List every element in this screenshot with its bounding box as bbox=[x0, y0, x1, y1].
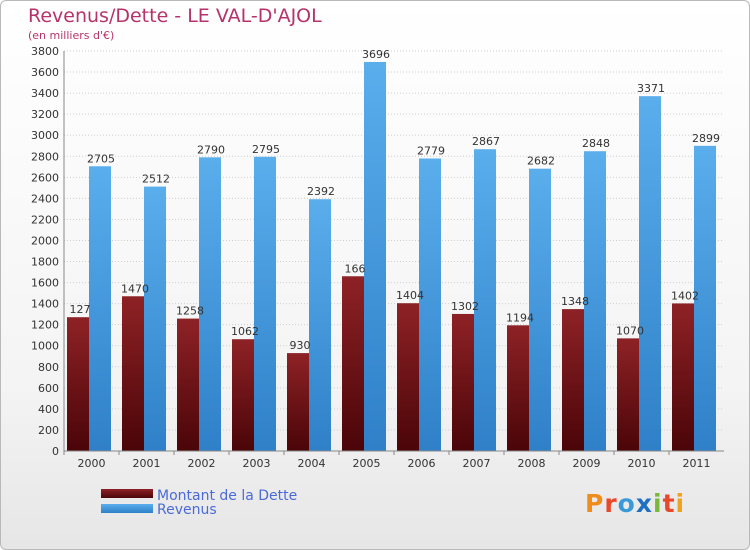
bar-dette-2002 bbox=[177, 318, 199, 451]
y-tick-label: 3600 bbox=[31, 66, 59, 79]
legend: Montant de la Dette Revenus bbox=[101, 488, 297, 518]
data-label-dette-2000: 127 bbox=[70, 303, 91, 316]
x-tick-label: 2004 bbox=[298, 457, 326, 470]
data-label-revenus-2003: 2795 bbox=[252, 143, 280, 156]
y-tick-label: 3000 bbox=[31, 129, 59, 142]
x-tick-label: 2000 bbox=[78, 457, 106, 470]
data-label-revenus-2002: 2790 bbox=[197, 143, 225, 156]
y-tick-label: 2400 bbox=[31, 192, 59, 205]
y-tick-label: 2600 bbox=[31, 171, 59, 184]
y-tick-label: 200 bbox=[38, 424, 59, 437]
data-label-dette-2006: 1404 bbox=[396, 289, 424, 302]
data-label-revenus-2006: 2779 bbox=[417, 144, 445, 157]
proxiti-logo: Proxiti bbox=[585, 489, 686, 518]
data-label-dette-2004: 930 bbox=[290, 339, 311, 352]
bar-dette-2003 bbox=[232, 339, 254, 451]
data-label-revenus-2011: 2899 bbox=[692, 132, 720, 145]
bar-revenus-2005 bbox=[364, 61, 386, 452]
bar-revenus-2002 bbox=[199, 157, 221, 451]
y-tick-label: 2000 bbox=[31, 234, 59, 247]
data-label-dette-2005: 166 bbox=[345, 262, 366, 275]
y-tick-label: 3800 bbox=[31, 45, 59, 58]
y-tick-label: 2800 bbox=[31, 150, 59, 163]
data-label-revenus-2010: 3371 bbox=[637, 82, 665, 95]
bar-dette-2004 bbox=[287, 353, 309, 451]
bar-revenus-2011 bbox=[694, 145, 716, 451]
y-tick-label: 1200 bbox=[31, 319, 59, 332]
bar-dette-2005 bbox=[342, 276, 364, 451]
data-label-revenus-2009: 2848 bbox=[582, 137, 610, 150]
bar-revenus-2000 bbox=[89, 166, 111, 451]
x-tick-label: 2005 bbox=[353, 457, 381, 470]
bar-revenus-2004 bbox=[309, 199, 331, 451]
x-tick-label: 2001 bbox=[133, 457, 161, 470]
y-tick-label: 3400 bbox=[31, 87, 59, 100]
bar-dette-2008 bbox=[507, 325, 529, 451]
data-label-dette-2008: 1194 bbox=[506, 311, 534, 324]
x-tick-label: 2008 bbox=[518, 457, 546, 470]
bar-revenus-2006 bbox=[419, 158, 441, 451]
bar-revenus-2007 bbox=[474, 149, 496, 452]
y-tick-label: 600 bbox=[38, 382, 59, 395]
data-label-revenus-2001: 2512 bbox=[142, 173, 170, 186]
bar-revenus-2001 bbox=[144, 186, 166, 451]
data-label-revenus-2007: 2867 bbox=[472, 135, 500, 148]
legend-swatch-revenus bbox=[101, 504, 153, 513]
y-tick-label: 1400 bbox=[31, 298, 59, 311]
data-label-revenus-2005: 3696 bbox=[362, 48, 390, 61]
bar-dette-2001 bbox=[122, 296, 144, 451]
y-tick-label: 800 bbox=[38, 361, 59, 374]
legend-label-revenus: Revenus bbox=[157, 502, 217, 518]
data-label-revenus-2000: 2705 bbox=[87, 152, 115, 165]
legend-swatch-dette bbox=[101, 489, 153, 498]
y-tick-label: 1600 bbox=[31, 277, 59, 290]
bar-dette-2010 bbox=[617, 338, 639, 451]
bar-dette-2011 bbox=[672, 303, 694, 451]
data-label-dette-2007: 1302 bbox=[451, 300, 479, 313]
bar-revenus-2009 bbox=[584, 151, 606, 452]
bar-revenus-2010 bbox=[639, 96, 661, 451]
data-label-revenus-2008: 2682 bbox=[527, 155, 555, 168]
data-label-revenus-2004: 2392 bbox=[307, 185, 335, 198]
x-tick-label: 2010 bbox=[628, 457, 656, 470]
data-label-dette-2011: 1402 bbox=[671, 289, 699, 302]
bar-dette-2000 bbox=[67, 317, 89, 451]
bar-dette-2009 bbox=[562, 309, 584, 451]
chart-title: Revenus/Dette - LE VAL-D'AJOL bbox=[28, 5, 322, 27]
x-tick-label: 2011 bbox=[683, 457, 711, 470]
data-label-dette-2002: 1258 bbox=[176, 305, 204, 318]
bar-revenus-2008 bbox=[529, 168, 551, 451]
y-tick-label: 400 bbox=[38, 403, 59, 416]
y-tick-label: 3200 bbox=[31, 108, 59, 121]
bar-revenus-2003 bbox=[254, 156, 276, 451]
x-tick-label: 2007 bbox=[463, 457, 491, 470]
bar-dette-2007 bbox=[452, 313, 474, 451]
data-label-dette-2003: 1062 bbox=[231, 325, 259, 338]
legend-label-dette: Montant de la Dette bbox=[157, 488, 297, 504]
data-label-dette-2009: 1348 bbox=[561, 295, 589, 308]
x-tick-label: 2006 bbox=[408, 457, 436, 470]
chart-subtitle: (en milliers d'€) bbox=[28, 29, 115, 42]
y-tick-label: 0 bbox=[52, 445, 59, 458]
data-label-dette-2001: 1470 bbox=[121, 282, 149, 295]
y-tick-label: 2200 bbox=[31, 213, 59, 226]
bar-dette-2006 bbox=[397, 303, 419, 451]
x-tick-label: 2003 bbox=[243, 457, 271, 470]
x-tick-label: 2002 bbox=[188, 457, 216, 470]
x-tick-label: 2009 bbox=[573, 457, 601, 470]
y-tick-label: 1800 bbox=[31, 256, 59, 269]
data-label-dette-2010: 1070 bbox=[616, 324, 644, 337]
y-tick-label: 1000 bbox=[31, 340, 59, 353]
